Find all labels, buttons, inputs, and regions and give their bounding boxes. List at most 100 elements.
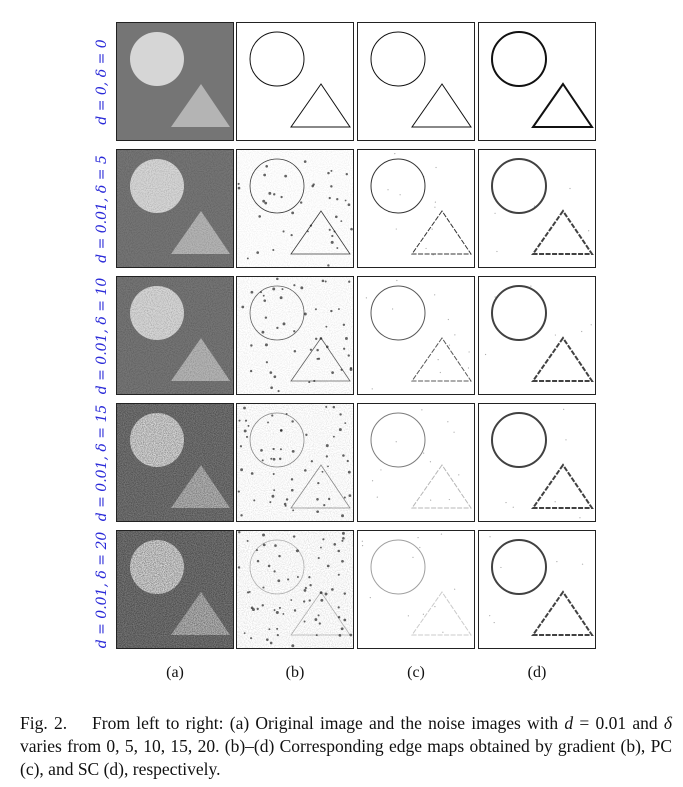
triangle-edge <box>531 336 594 382</box>
panel-original-row4 <box>116 403 234 522</box>
noise-speck <box>291 420 294 423</box>
noise-speck <box>434 294 436 296</box>
noise-speck <box>361 540 363 542</box>
noise-speck <box>326 564 330 568</box>
noise-speck <box>295 549 299 553</box>
figure-grid <box>116 22 596 649</box>
triangle-edge <box>531 463 594 509</box>
circle-edge <box>249 285 305 341</box>
noise-speck <box>325 325 328 328</box>
noise-speck <box>512 506 514 508</box>
panel-background <box>357 22 475 141</box>
noise-speck <box>331 371 334 375</box>
noise-speck <box>261 459 264 462</box>
noise-speck <box>316 498 319 501</box>
panel-border <box>478 149 596 268</box>
noise-speck <box>395 441 397 443</box>
noise-speck <box>448 498 450 501</box>
noise-speck <box>324 592 328 596</box>
noise-speck <box>237 182 240 185</box>
panel-original-row1 <box>116 22 234 141</box>
noise-speck <box>308 599 311 602</box>
noise-speck <box>237 566 241 569</box>
noise-speck <box>238 531 241 534</box>
noise-speck <box>245 435 249 438</box>
noise-speck <box>316 348 319 352</box>
noise-speck <box>283 502 287 506</box>
panel-original-row3 <box>116 276 234 395</box>
noise-speck <box>291 644 295 648</box>
panel-sc-row3 <box>478 276 596 395</box>
noise-speck <box>590 324 592 326</box>
noise-speck <box>291 450 295 453</box>
noise-speck <box>563 408 565 410</box>
noise-speck <box>240 514 243 517</box>
noise-speck <box>396 279 398 282</box>
noise-speck <box>337 549 340 553</box>
noise-speck <box>314 618 318 621</box>
noise-speck <box>341 559 344 563</box>
noise-speck <box>342 323 346 326</box>
triangle-edge <box>411 83 472 128</box>
row-label-2: d = 0.01, δ = 5 <box>94 154 110 263</box>
noise-speck <box>292 509 295 512</box>
noise-speck <box>467 367 470 369</box>
noise-speck <box>361 545 364 547</box>
noise-speck <box>337 573 340 576</box>
noise-speck <box>273 609 276 612</box>
noise-speck <box>338 428 342 432</box>
noise-speck <box>303 312 307 316</box>
noise-speck <box>271 414 274 417</box>
noise-speck <box>344 199 347 202</box>
panel-border <box>478 403 596 522</box>
column-label-d: (d) <box>527 664 547 681</box>
noise-speck <box>321 470 324 473</box>
noise-speck <box>249 369 253 373</box>
noise-speck <box>262 533 265 537</box>
row-label-1: d = 0, δ = 0 <box>94 38 110 125</box>
noise-speck <box>500 566 502 569</box>
noise-speck <box>252 608 255 612</box>
noise-speck <box>554 501 556 503</box>
noise-overlay <box>236 276 354 395</box>
noise-overlay <box>236 530 354 649</box>
noise-overlay <box>116 530 234 649</box>
noise-speck <box>243 429 247 433</box>
column-label-b: (b) <box>285 664 305 681</box>
caption-var-d: d <box>564 713 574 733</box>
noise-speck <box>290 488 294 492</box>
column-label-c: (c) <box>407 664 425 681</box>
noise-speck <box>290 478 294 481</box>
noise-speck <box>331 588 334 591</box>
noise-speck <box>241 305 245 309</box>
noise-speck <box>277 579 281 583</box>
noise-speck <box>338 633 342 637</box>
noise-speck <box>337 616 341 619</box>
noise-speck <box>280 195 283 199</box>
panel-border <box>116 530 234 649</box>
noise-speck <box>333 543 337 546</box>
noise-speck <box>565 439 567 441</box>
noise-speck <box>276 326 279 330</box>
noise-speck <box>265 164 269 168</box>
noise-speck <box>340 627 344 631</box>
noise-speck <box>264 343 268 347</box>
noise-speck <box>303 600 306 603</box>
noise-speck <box>437 359 439 361</box>
noise-speck <box>337 606 340 609</box>
triangle-edge <box>531 82 594 128</box>
noise-speck <box>316 510 319 514</box>
panel-gradient-row3 <box>236 276 354 395</box>
triangle-edge <box>531 590 594 636</box>
noise-speck <box>425 247 427 250</box>
noise-speck <box>328 228 331 231</box>
noise-speck <box>494 212 496 214</box>
noise-speck <box>263 299 267 302</box>
noise-speck <box>300 286 304 290</box>
noise-speck <box>264 316 268 319</box>
panel-original-row5 <box>116 530 234 649</box>
panel-border <box>236 276 354 395</box>
triangle-edge <box>290 337 351 382</box>
noise-speck <box>270 457 273 460</box>
panel-gradient-row4 <box>236 403 354 522</box>
